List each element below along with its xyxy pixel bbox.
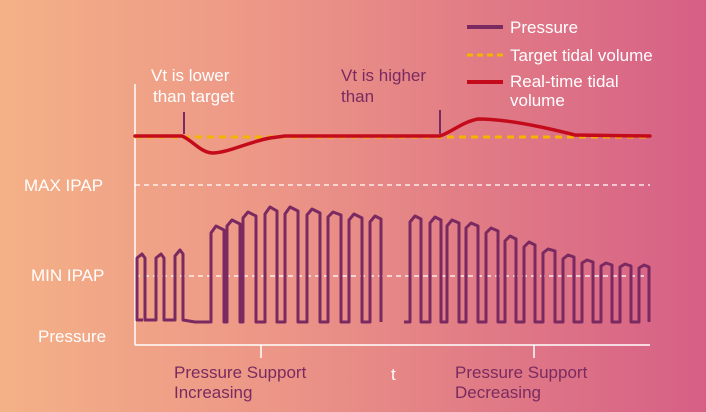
annotation-lower-2: than target bbox=[153, 87, 235, 106]
phase-increasing-label-1: Pressure Support bbox=[174, 363, 307, 382]
annotation-lower-1: Vt is lower bbox=[151, 66, 230, 85]
legend-realtime-label-2: volume bbox=[510, 91, 565, 110]
legend-realtime-label-1: Real-time tidal bbox=[510, 72, 619, 91]
phase-decreasing-label-1: Pressure Support bbox=[455, 363, 588, 382]
legend-pressure-label: Pressure bbox=[510, 18, 578, 37]
pressure-waveform bbox=[135, 205, 651, 324]
t-axis-label: t bbox=[391, 365, 396, 384]
phase-increasing-label-2: Increasing bbox=[174, 383, 252, 402]
annotation-higher-2: than bbox=[341, 87, 374, 106]
realtime-tidal-volume-line bbox=[133, 117, 652, 155]
legend-target-label: Target tidal volume bbox=[510, 46, 653, 65]
phase-decreasing-label-2: Decreasing bbox=[455, 383, 541, 402]
max-ipap-label: MAX IPAP bbox=[24, 176, 103, 195]
pressure-wave-decreasing bbox=[404, 214, 651, 324]
min-ipap-label: MIN IPAP bbox=[31, 266, 104, 285]
legend: Pressure Target tidal volume Real-time t… bbox=[467, 18, 653, 110]
annotation-higher-1: Vt is higher bbox=[341, 66, 426, 85]
pressure-axis-label: Pressure bbox=[38, 327, 106, 346]
pressure-wave-increasing bbox=[135, 205, 383, 324]
